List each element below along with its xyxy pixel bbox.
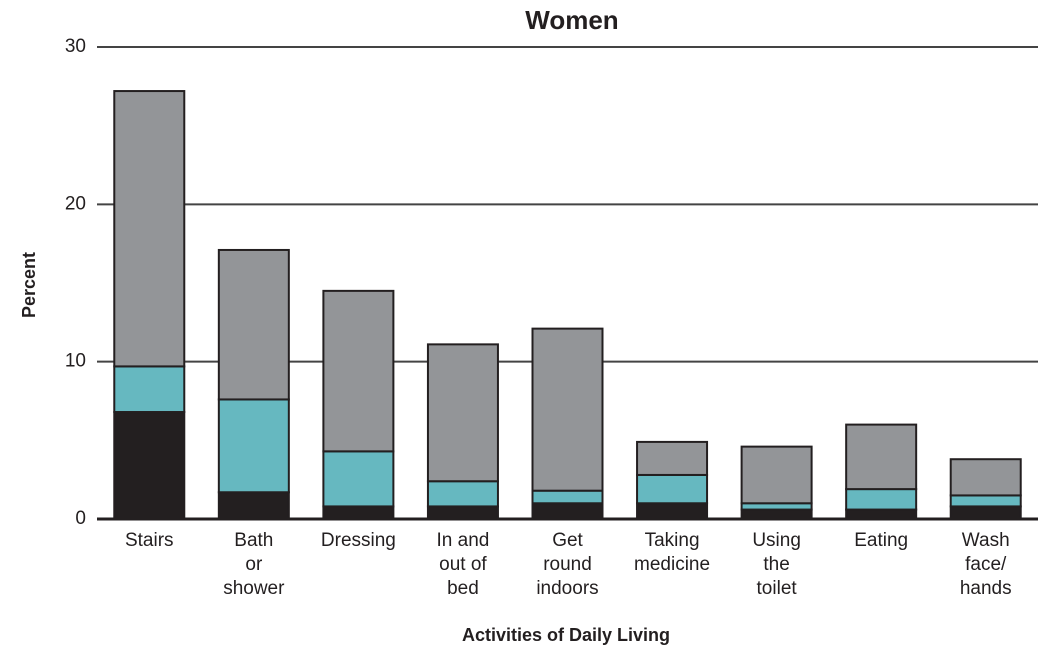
x-tick-label: In and out of bed: [437, 530, 490, 599]
bar-segment: [531, 489, 604, 505]
bar-segment: [426, 480, 499, 508]
bar-segment: [949, 505, 1022, 520]
x-tick-label: Bath or shower: [223, 530, 285, 599]
x-tick-label: Get round indoors: [536, 530, 598, 599]
bar-segment: [322, 450, 395, 508]
bar-segment: [217, 398, 290, 494]
bar-segment: [740, 445, 813, 505]
bar-segment: [113, 90, 186, 368]
bar-segment: [322, 505, 395, 520]
bar-segment: [636, 502, 709, 520]
bar-segment: [322, 289, 395, 453]
bar-segment: [426, 343, 499, 483]
x-tick-label: Eating: [854, 530, 908, 551]
bar-segment: [845, 423, 918, 491]
bar-segment: [426, 505, 499, 520]
bar-segment: [217, 491, 290, 520]
bar-segment: [845, 488, 918, 511]
chart-title: Women: [525, 5, 618, 35]
x-tick-label: Using the toilet: [752, 530, 801, 599]
bar-segment: [949, 458, 1022, 497]
bar-segment: [531, 502, 604, 520]
y-tick-label: 20: [65, 193, 86, 214]
y-tick-label: 10: [65, 351, 86, 372]
y-axis-label: Percent: [19, 252, 39, 318]
x-axis-label: Activities of Daily Living: [462, 625, 670, 645]
bar-segment: [113, 411, 186, 520]
x-tick-label: Wash face/hands: [960, 530, 1012, 599]
bar-segment: [531, 327, 604, 492]
bar-segment: [636, 440, 709, 476]
x-tick-label: Stairs: [125, 530, 174, 551]
y-tick-label: 0: [75, 508, 86, 529]
bar-segment: [636, 473, 709, 505]
bar-segment: [949, 494, 1022, 508]
x-tick-label: Dressing: [321, 530, 396, 551]
y-tick-label: 30: [65, 36, 86, 57]
bar-segment: [217, 248, 290, 401]
bar-segment: [113, 365, 186, 414]
x-tick-label: Taking medicine: [634, 530, 710, 575]
